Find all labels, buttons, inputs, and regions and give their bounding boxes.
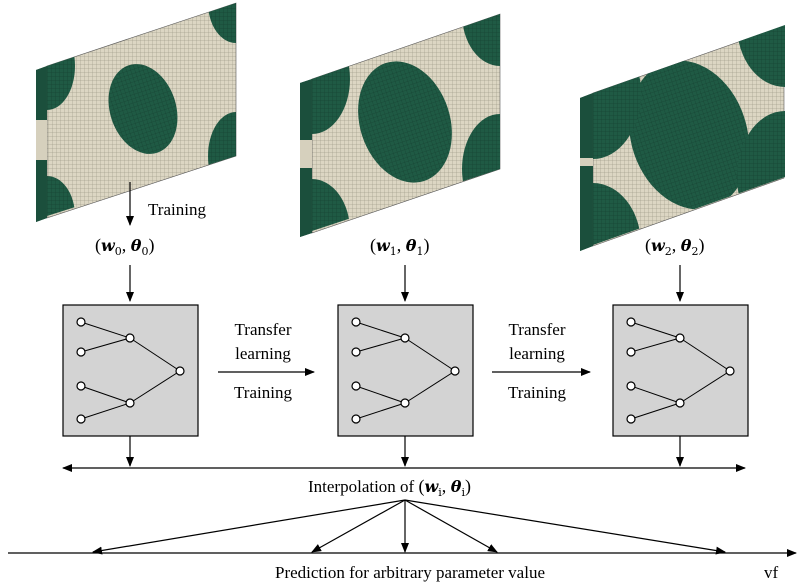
network-box-2 bbox=[612, 304, 749, 437]
transfer-label-1-line1: Transfer bbox=[235, 320, 292, 339]
network-node bbox=[400, 333, 410, 343]
network-node bbox=[351, 381, 361, 391]
param-tuple-2: (w2, θ2) bbox=[645, 235, 704, 258]
transfer-label-1-line2: learning bbox=[235, 344, 291, 363]
network-node bbox=[626, 347, 636, 357]
network-node bbox=[626, 317, 636, 327]
network-node bbox=[76, 414, 86, 424]
mesh-specimen-2 bbox=[580, 25, 785, 251]
interpolation-label: Interpolation of (wi, θi) bbox=[308, 476, 471, 499]
network-node bbox=[76, 347, 86, 357]
fan-arrow-5 bbox=[404, 499, 726, 555]
network-node bbox=[351, 347, 361, 357]
network-node bbox=[125, 398, 135, 408]
network-node bbox=[125, 333, 135, 343]
transfer-label-2-line1: Transfer bbox=[509, 320, 566, 339]
network-node bbox=[675, 333, 685, 343]
network-node bbox=[351, 317, 361, 327]
transfer-label-2-line2: learning bbox=[509, 344, 565, 363]
network-box-0 bbox=[62, 304, 199, 437]
training-top-label: Training bbox=[148, 200, 206, 219]
fan-arrow-2 bbox=[311, 499, 406, 553]
network-node bbox=[450, 366, 460, 376]
fan-arrow-1 bbox=[92, 499, 406, 555]
network-node bbox=[351, 414, 361, 424]
network-node bbox=[76, 317, 86, 327]
training-label-2: Training bbox=[508, 383, 566, 402]
training-label-1: Training bbox=[234, 383, 292, 402]
network-node bbox=[626, 381, 636, 391]
network-node bbox=[675, 398, 685, 408]
fan-arrow-4 bbox=[404, 499, 498, 553]
network-boxes bbox=[62, 304, 749, 437]
network-node bbox=[76, 381, 86, 391]
prediction-label: Prediction for arbitrary parameter value bbox=[275, 563, 545, 582]
axis-label-vf: vf bbox=[764, 563, 779, 582]
mesh-specimen-0 bbox=[36, 2, 237, 222]
network-node bbox=[725, 366, 735, 376]
param-tuple-0: (w0, θ0) bbox=[95, 235, 154, 258]
prediction-fan bbox=[92, 499, 726, 555]
param-tuple-1: (w1, θ1) bbox=[370, 235, 429, 258]
network-box-1 bbox=[337, 304, 474, 437]
network-node bbox=[175, 366, 185, 376]
network-node bbox=[400, 398, 410, 408]
network-node bbox=[626, 414, 636, 424]
